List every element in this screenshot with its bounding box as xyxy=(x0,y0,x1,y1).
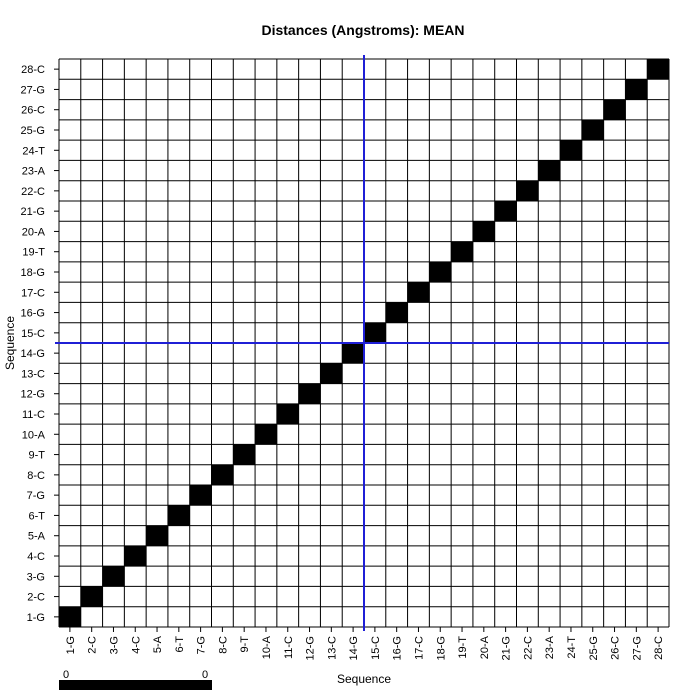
x-tick-label: 12-G xyxy=(305,636,317,660)
x-tick-label: 18-G xyxy=(435,636,447,660)
heatmap-cell-filled xyxy=(233,444,256,465)
y-tick-label: 23-A xyxy=(22,166,46,178)
y-tick-label: 9-T xyxy=(29,450,46,462)
x-tick-label: 4-C xyxy=(130,636,142,654)
heatmap-cell-filled xyxy=(211,464,234,485)
x-tick-labels: 1-G 2-C 3-G 4-C 5-A 6-T 7-G 8-C 9-T 10-A 11-C 12-G 1… xyxy=(65,627,665,660)
colorbar-min-label: 0 xyxy=(63,669,69,681)
x-tick-label: 27-G xyxy=(631,636,643,660)
x-tick-label: 1-G xyxy=(65,636,77,654)
heatmap-cell-filled xyxy=(102,566,125,587)
heatmap-cell-filled xyxy=(581,119,604,141)
y-tick-label: 2-C xyxy=(27,592,45,604)
heatmap-cell-filled xyxy=(124,545,147,567)
x-axis-label: Sequence xyxy=(337,672,391,686)
y-tick-label: 26-C xyxy=(21,105,45,117)
heatmap-cell-filled xyxy=(407,282,430,303)
heatmap-cell-filled xyxy=(255,424,277,445)
y-tick-label: 15-C xyxy=(21,328,45,340)
y-tick-label: 12-G xyxy=(21,389,45,401)
x-tick-label: 16-G xyxy=(392,636,404,660)
x-tick-label: 22-C xyxy=(522,636,534,660)
x-tick-label: 9-T xyxy=(239,636,251,653)
heatmap-cell-filled xyxy=(59,606,81,627)
heatmap-cell-filled xyxy=(516,180,539,201)
y-tick-label: 18-G xyxy=(21,267,45,279)
x-tick-label: 11-C xyxy=(283,636,295,659)
x-tick-label: 20-A xyxy=(479,635,491,659)
y-tick-labels: 1-G 2-C 3-G 4-C 5-A 6-T 7-G 8-C 9-T 10-A 11-C 12-G 1… xyxy=(21,64,59,624)
x-tick-label: 25-G xyxy=(588,636,600,660)
heatmap-cell-filled xyxy=(538,160,561,181)
x-tick-label: 17-C xyxy=(413,636,425,660)
x-tick-label: 23-A xyxy=(544,635,556,659)
heatmap-cell-filled xyxy=(80,586,103,607)
y-tick-label: 4-C xyxy=(27,551,45,563)
heatmap-cell-filled xyxy=(342,343,364,364)
y-tick-label: 14-G xyxy=(21,348,45,360)
x-tick-label: 10-A xyxy=(261,635,273,659)
heatmap-cell-filled xyxy=(146,525,168,546)
x-tick-label: 15-C xyxy=(370,636,382,660)
colorbar-max-label: 0 xyxy=(202,669,208,681)
x-tick-label: 14-G xyxy=(348,636,360,660)
y-tick-label: 19-T xyxy=(22,247,45,259)
y-tick-label: 28-C xyxy=(21,64,45,76)
y-tick-label: 7-G xyxy=(27,490,45,502)
divider-lines xyxy=(55,55,669,631)
x-tick-label: 5-A xyxy=(152,635,164,653)
y-tick-label: 16-G xyxy=(21,308,45,320)
y-tick-label: 13-C xyxy=(21,368,45,380)
heatmap-cell-filled xyxy=(385,302,408,323)
y-tick-label: 5-A xyxy=(28,531,46,543)
x-tick-label: 26-C xyxy=(610,636,622,660)
chart-title: Distances (Angstroms): MEAN xyxy=(261,22,464,38)
y-tick-label: 25-G xyxy=(21,125,45,137)
heatmap-cell-filled xyxy=(364,322,386,343)
x-tick-label: 2-C xyxy=(87,636,99,654)
y-tick-label: 22-C xyxy=(21,186,45,198)
y-tick-label: 10-A xyxy=(22,429,46,441)
x-tick-label: 3-G xyxy=(108,636,120,654)
x-tick-label: 21-G xyxy=(501,636,513,660)
x-tick-label: 8-C xyxy=(217,636,229,654)
heatmap-cell-filled xyxy=(189,485,212,506)
colorbar xyxy=(59,680,212,690)
x-tick-label: 13-C xyxy=(326,636,338,660)
heatmap-cell-filled xyxy=(298,383,321,404)
heatmap-cell-filled xyxy=(603,99,626,120)
heatmap-cell-filled xyxy=(560,140,582,161)
heatmap-cell-filled xyxy=(429,261,452,283)
y-tick-label: 11-C xyxy=(22,409,45,421)
x-tick-label: 6-T xyxy=(174,636,186,653)
y-tick-label: 27-G xyxy=(21,84,45,96)
y-tick-label: 20-A xyxy=(22,226,46,238)
heatmap-cell-filled xyxy=(647,59,669,80)
y-tick-label: 3-G xyxy=(27,571,45,583)
x-tick-label: 28-C xyxy=(653,636,665,660)
y-tick-label: 21-G xyxy=(21,206,45,218)
y-tick-label: 17-C xyxy=(21,287,45,299)
heatmap-cell-filled xyxy=(451,241,473,262)
heatmap-cell-filled xyxy=(276,403,299,425)
x-tick-label: 7-G xyxy=(196,636,208,654)
y-tick-label: 24-T xyxy=(22,145,45,157)
y-tick-label: 8-C xyxy=(27,470,45,482)
heatmap-cell-filled xyxy=(167,505,190,526)
x-tick-label: 24-T xyxy=(566,636,578,659)
y-tick-label: 6-T xyxy=(29,510,46,522)
y-axis-label: Sequence xyxy=(3,316,17,370)
y-tick-label: 1-G xyxy=(27,612,45,624)
heatmap-cell-filled xyxy=(472,221,495,242)
heatmap-cell-filled xyxy=(625,79,648,100)
heatmap-cell-filled xyxy=(494,201,517,222)
x-tick-label: 19-T xyxy=(457,636,469,659)
heatmap-cell-filled xyxy=(320,363,343,384)
